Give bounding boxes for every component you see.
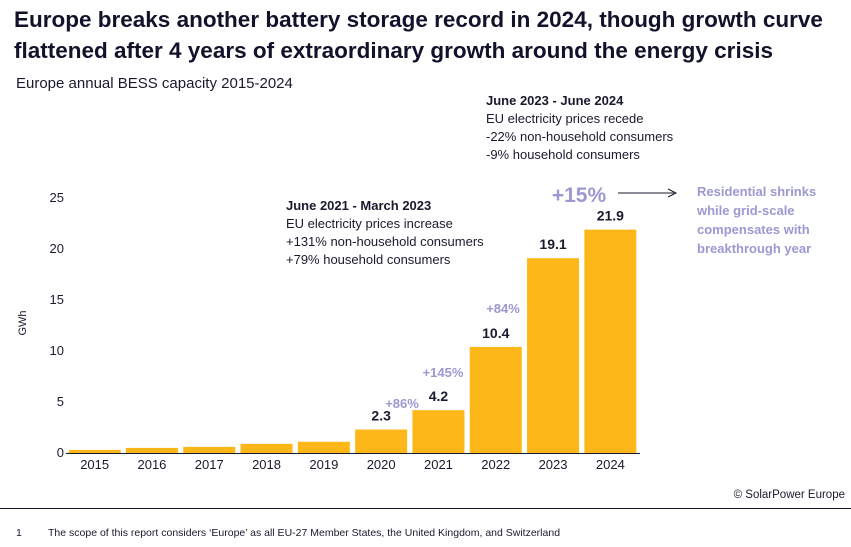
data-label: 19.1	[539, 236, 566, 252]
bar	[125, 447, 178, 453]
bar	[412, 410, 465, 453]
bar	[355, 429, 408, 453]
side-note-line: Residential shrinks	[697, 184, 816, 199]
y-tick-label: 0	[57, 445, 64, 460]
bar	[297, 441, 350, 453]
bar	[240, 443, 293, 453]
footnote-number: 1	[16, 527, 22, 539]
annotation-heading: June 2023 - June 2024	[486, 93, 624, 108]
x-tick-label: 2016	[137, 457, 166, 472]
x-tick-label: 2023	[539, 457, 568, 472]
side-note-line: while grid-scale	[696, 203, 795, 218]
growth-label: +84%	[486, 301, 520, 316]
growth-label: +145%	[423, 365, 464, 380]
chart-subtitle: Europe annual BESS capacity 2015-2024	[16, 75, 293, 92]
annotation-line: +131% non-household consumers	[286, 234, 484, 249]
x-tick-label: 2015	[80, 457, 109, 472]
annotation-line: -22% non-household consumers	[486, 129, 674, 144]
x-tick-label: 2017	[195, 457, 224, 472]
data-label: 4.2	[429, 388, 449, 404]
data-label: 2.3	[371, 408, 391, 424]
y-tick-label: 10	[50, 343, 64, 358]
source-credit: © SolarPower Europe	[733, 489, 845, 501]
annotation-heading: June 2021 - March 2023	[286, 198, 431, 213]
bar	[584, 229, 637, 453]
annotation-line: +79% household consumers	[286, 252, 451, 267]
annotation-line: -9% household consumers	[486, 147, 640, 162]
y-tick-label: 25	[50, 190, 64, 205]
x-tick-label: 2019	[309, 457, 338, 472]
y-tick-label: 15	[50, 292, 64, 307]
annotation-line: EU electricity prices increase	[286, 216, 453, 231]
footnote-text: The scope of this report considers ‘Euro…	[48, 527, 561, 539]
side-note-line: compensates with	[697, 222, 810, 237]
annotation-line: EU electricity prices recede	[486, 111, 644, 126]
growth-label: +15%	[552, 184, 607, 207]
x-tick-label: 2024	[596, 457, 625, 472]
chart-title: Europe breaks another battery storage re…	[14, 7, 823, 63]
side-note-line: breakthrough year	[697, 241, 811, 256]
y-tick-label: 5	[57, 394, 64, 409]
bar	[469, 346, 522, 453]
y-tick-label: 20	[50, 241, 64, 256]
bar	[183, 446, 236, 453]
bess-capacity-chart: 0 5 10 15 20 25 GWh 2015 2016 2017 2018 2019 2020 2.3…	[17, 93, 816, 472]
bar	[68, 449, 121, 453]
x-tick-label: 2022	[481, 457, 510, 472]
footer-divider	[0, 508, 851, 509]
arrow-head	[667, 188, 678, 198]
data-label: 10.4	[482, 325, 509, 341]
x-tick-label: 2020	[367, 457, 396, 472]
data-label: 21.9	[597, 208, 624, 224]
x-tick-label: 2018	[252, 457, 281, 472]
y-axis-title: GWh	[17, 310, 29, 335]
x-tick-label: 2021	[424, 457, 453, 472]
growth-label: +86%	[385, 396, 419, 411]
bar	[527, 258, 580, 453]
